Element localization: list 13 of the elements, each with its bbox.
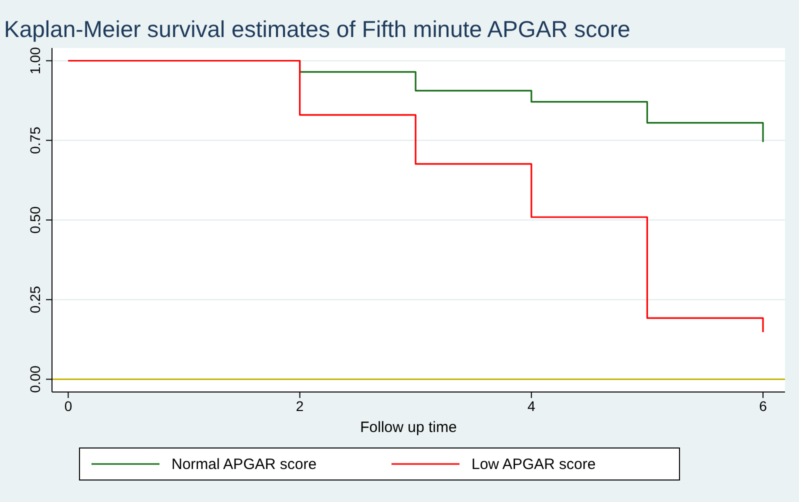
y-tick-label: 0.50 [27, 206, 43, 234]
y-tick-label: 1.00 [27, 46, 43, 74]
y-tick-label: 0.75 [27, 126, 43, 154]
legend-label: Normal APGAR score [172, 456, 317, 473]
x-tick-label: 0 [64, 398, 72, 414]
x-tick-label: 4 [528, 398, 536, 414]
chart-title: Kaplan-Meier survival estimates of Fifth minute APGAR score [4, 16, 630, 42]
y-tick-label: 0.25 [27, 286, 43, 314]
legend-label: Low APGAR score [472, 456, 596, 473]
x-tick-label: 6 [759, 398, 768, 414]
x-axis-title: Follow up time [360, 419, 457, 436]
y-tick-label: 0.00 [27, 365, 43, 393]
x-tick-label: 2 [296, 398, 304, 414]
